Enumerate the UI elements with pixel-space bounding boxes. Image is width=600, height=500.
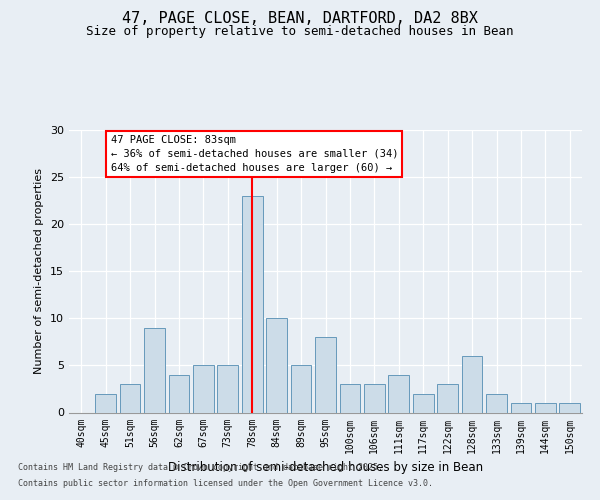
X-axis label: Distribution of semi-detached houses by size in Bean: Distribution of semi-detached houses by … <box>168 461 483 474</box>
Text: Contains HM Land Registry data © Crown copyright and database right 2025.: Contains HM Land Registry data © Crown c… <box>18 464 383 472</box>
Bar <box>217 366 238 412</box>
Bar <box>119 384 140 412</box>
Bar <box>437 384 458 412</box>
Bar <box>95 394 116 412</box>
Bar <box>413 394 434 412</box>
Text: Size of property relative to semi-detached houses in Bean: Size of property relative to semi-detach… <box>86 25 514 38</box>
Bar <box>559 403 580 412</box>
Bar <box>242 196 263 412</box>
Bar <box>315 337 336 412</box>
Bar <box>340 384 361 412</box>
Bar <box>388 375 409 412</box>
Bar <box>364 384 385 412</box>
Y-axis label: Number of semi-detached properties: Number of semi-detached properties <box>34 168 44 374</box>
Text: Contains public sector information licensed under the Open Government Licence v3: Contains public sector information licen… <box>18 478 433 488</box>
Bar <box>461 356 482 412</box>
Bar <box>169 375 190 412</box>
Text: 47, PAGE CLOSE, BEAN, DARTFORD, DA2 8BX: 47, PAGE CLOSE, BEAN, DARTFORD, DA2 8BX <box>122 11 478 26</box>
Bar <box>193 366 214 412</box>
Bar <box>144 328 165 412</box>
Bar <box>486 394 507 412</box>
Bar <box>535 403 556 412</box>
Bar <box>266 318 287 412</box>
Bar <box>290 366 311 412</box>
Text: 47 PAGE CLOSE: 83sqm
← 36% of semi-detached houses are smaller (34)
64% of semi-: 47 PAGE CLOSE: 83sqm ← 36% of semi-detac… <box>110 134 398 172</box>
Bar <box>511 403 532 412</box>
